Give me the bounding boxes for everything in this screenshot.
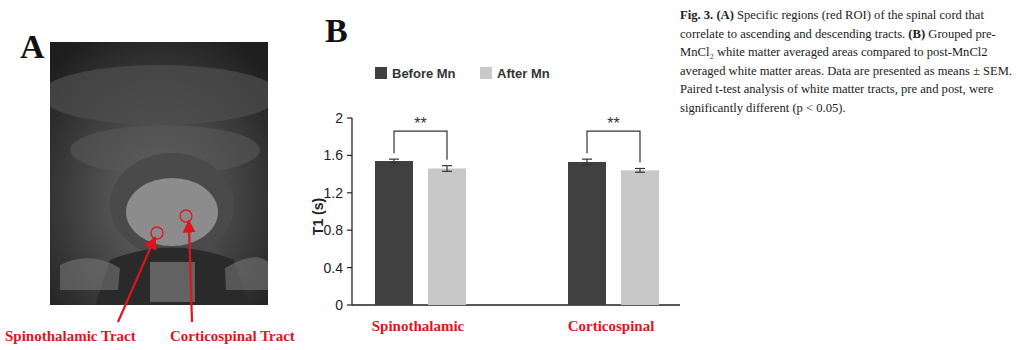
mri-image	[50, 42, 268, 305]
y-tick	[347, 117, 352, 118]
error-cap	[442, 165, 452, 166]
bone	[150, 262, 195, 302]
y-tick	[347, 304, 352, 305]
y-tick-label: 2	[335, 110, 343, 126]
bone	[225, 257, 268, 290]
roi-label: Spinothalamic Tract	[5, 328, 136, 344]
roi	[151, 227, 163, 239]
x-tick-label: Corticospinal	[568, 318, 655, 334]
roi	[180, 210, 192, 222]
plot-area	[375, 159, 659, 305]
legend-swatch	[375, 67, 387, 79]
significance-label: **	[607, 115, 619, 132]
arrow	[189, 226, 192, 322]
error-bar	[389, 159, 399, 163]
y-tick-label: 0.8	[324, 222, 344, 238]
legend-label: Before Mn	[392, 66, 456, 81]
panel-letter: A	[20, 28, 45, 65]
canal	[110, 153, 234, 257]
error-line	[446, 166, 447, 172]
y-tick	[347, 192, 352, 193]
error-line	[586, 159, 587, 165]
bar	[621, 170, 659, 305]
y-tick	[347, 155, 352, 156]
y-tick-label: 1.6	[324, 147, 344, 163]
significance-bracket	[587, 131, 640, 162]
error-cap	[582, 164, 592, 165]
arrow	[118, 242, 153, 322]
y-tick	[347, 267, 352, 268]
y-tick	[347, 230, 352, 231]
error-bar	[635, 168, 645, 172]
spinal-cord	[126, 178, 218, 246]
error-cap	[582, 159, 592, 160]
error-cap	[389, 162, 399, 163]
error-bar	[582, 159, 592, 165]
y-tick-label: 0.4	[324, 260, 344, 276]
caption-tag: Fig. 3.	[680, 8, 713, 22]
panel-letter: B	[325, 12, 348, 49]
bar	[428, 168, 466, 305]
bar	[375, 161, 413, 305]
bone	[60, 258, 120, 290]
legend-swatch	[480, 67, 492, 79]
error-cap	[635, 168, 645, 169]
tissue	[50, 65, 268, 125]
error-cap	[442, 171, 452, 172]
y-tick-label: 0	[335, 297, 343, 313]
y-axis-label: T1 (s)	[310, 198, 326, 235]
bar	[568, 162, 606, 305]
roi-label: Corticospinal Tract	[170, 328, 295, 344]
error-cap	[389, 159, 399, 160]
error-cap	[635, 172, 645, 173]
y-tick-label: 1.2	[324, 185, 344, 201]
y-axis	[351, 118, 352, 305]
x-tick-label: Spinothalamic	[372, 318, 465, 334]
legend-label: After Mn	[497, 66, 550, 81]
error-bar	[442, 166, 452, 172]
significance-label: **	[414, 115, 426, 132]
caption-tag: (B)	[908, 27, 925, 41]
caption-tag: (A)	[716, 8, 733, 22]
caption: Fig. 3. (A) Specific regions (red ROI) o…	[680, 6, 1016, 118]
significance-bracket	[394, 131, 447, 160]
